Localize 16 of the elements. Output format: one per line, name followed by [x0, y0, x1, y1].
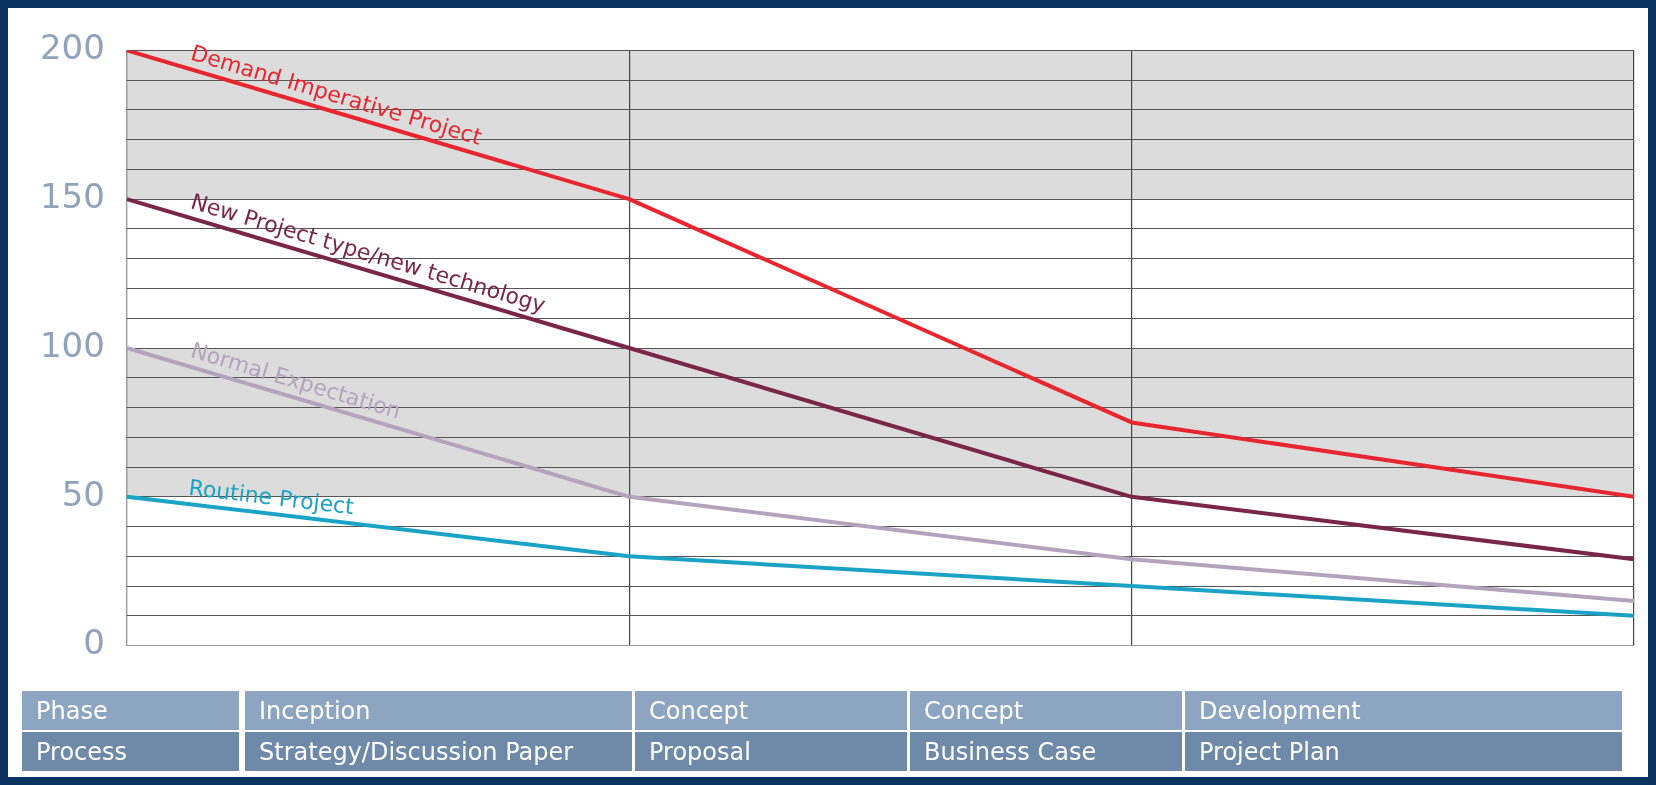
text: Development	[1185, 691, 1622, 730]
text: Inception	[245, 691, 632, 730]
y-tick-label: 0	[83, 622, 105, 663]
text: Proposal	[635, 732, 907, 771]
y-tick-label: 150	[39, 176, 105, 217]
text: Phase	[22, 691, 239, 730]
text: Routine Project	[187, 474, 356, 520]
text: Business Case	[910, 732, 1182, 771]
text: Project Plan	[1185, 732, 1622, 771]
text: Process	[22, 732, 239, 771]
text: Strategy/Discussion Paper	[245, 732, 632, 771]
y-tick-label: 50	[61, 473, 105, 514]
text: Concept	[635, 691, 907, 730]
text: Concept	[910, 691, 1182, 730]
y-tick-label: 200	[39, 27, 105, 68]
y-tick-label: 100	[39, 324, 105, 365]
